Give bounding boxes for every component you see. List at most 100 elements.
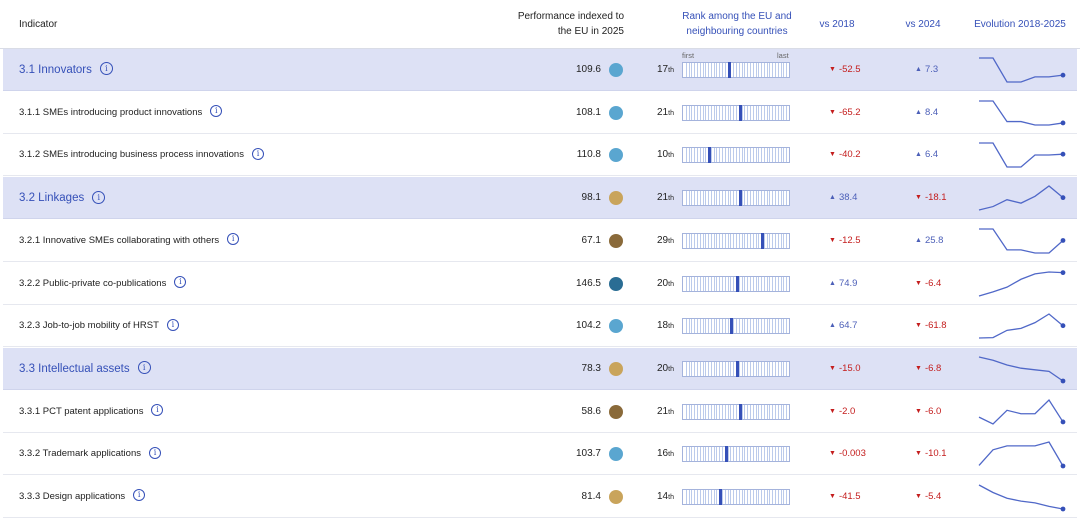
rank-number: 20 xyxy=(657,362,669,374)
indicator-group-row[interactable]: 3.3 Intellectual assets i 78.3 20th ▼ -15.0 ▼ -… xyxy=(3,347,1077,390)
rank-tick xyxy=(705,490,707,504)
rank-bar xyxy=(682,190,790,207)
rank-tick xyxy=(747,490,749,504)
indicator-row[interactable]: 3.2.3 Job-to-job mobility of HRST i 104.2 1… xyxy=(3,305,1077,348)
info-icon[interactable]: i xyxy=(166,318,179,331)
rank-tick xyxy=(749,148,751,163)
indicator-label: 3.3.3 Design applications xyxy=(19,491,126,502)
rank-tick xyxy=(727,319,729,334)
arrow-down-icon: ▼ xyxy=(829,364,836,372)
header-vs-2024[interactable]: vs 2024 xyxy=(905,19,941,30)
rank-tick xyxy=(736,490,737,504)
arrow-down-icon: ▼ xyxy=(829,236,836,244)
rank-tick xyxy=(761,490,763,504)
rank-tick xyxy=(722,490,724,504)
indicator-row[interactable]: 3.3.3 Design applications i 81.4 14th ▼ -41.5… xyxy=(3,476,1077,518)
info-icon[interactable]: i xyxy=(227,233,240,246)
sparkline-end-dot xyxy=(1060,506,1066,512)
rank-tick xyxy=(688,63,690,77)
rank-tick xyxy=(763,404,765,419)
indicator-label[interactable]: 3.2 Linkages xyxy=(19,192,85,205)
rank-value: 21th xyxy=(657,391,674,433)
indicator-row[interactable]: 3.3.2 Trademark applications i 103.7 16th ▼ -… xyxy=(3,433,1077,476)
rank-tick xyxy=(761,63,763,77)
rank-tick xyxy=(749,404,751,419)
indicator-label[interactable]: 3.1 Innovators xyxy=(19,64,92,76)
info-icon[interactable]: i xyxy=(99,62,113,76)
rank-tick xyxy=(755,63,757,77)
rank-tick xyxy=(783,276,785,291)
info-icon[interactable]: i xyxy=(92,190,106,204)
rank-tick xyxy=(694,404,696,419)
rank-tick xyxy=(722,233,724,248)
rank-tick xyxy=(772,276,774,291)
arrow-up-icon: ▲ xyxy=(915,151,922,159)
rank-tick xyxy=(769,319,771,334)
rank-tick xyxy=(699,105,701,120)
header-performance[interactable]: Performance indexed to the EU in 2025 xyxy=(496,9,624,39)
rank-scale-last-label: last xyxy=(777,51,789,60)
indicator-row[interactable]: 3.1.1 SMEs introducing product innovatio… xyxy=(3,92,1077,134)
rank-tick xyxy=(699,319,701,334)
rank-tick xyxy=(716,319,718,334)
sparkline-end-dot xyxy=(1060,152,1066,157)
rank-tick xyxy=(744,361,746,376)
arrow-down-icon: ▼ xyxy=(829,66,836,73)
rank-tick xyxy=(702,63,704,77)
rank-tick xyxy=(710,233,712,248)
performance-value: 110.8 xyxy=(576,149,601,161)
indicator-name: 3.2.1 Innovative SMEs collaborating with… xyxy=(19,220,240,262)
indicator-row[interactable]: 3.2.1 Innovative SMEs collaborating with… xyxy=(3,220,1077,262)
rank-tick xyxy=(724,490,726,504)
header-rank-line1: Rank among the EU and xyxy=(682,11,792,22)
indicator-name: 3.3.3 Design applications i xyxy=(19,476,146,518)
change-value: -18.1 xyxy=(924,192,947,204)
rank-tick xyxy=(783,191,785,206)
arrow-up-icon: ▲ xyxy=(829,194,836,202)
rank-tick xyxy=(763,233,765,248)
table-header: Indicator Performance indexed to the EU … xyxy=(0,0,1080,49)
info-icon[interactable]: i xyxy=(210,105,223,118)
rank-tick xyxy=(780,276,782,291)
header-rank[interactable]: Rank among the EU and neighbouring count… xyxy=(674,9,800,39)
header-indicator[interactable]: Indicator xyxy=(19,19,58,30)
rank-tick xyxy=(755,276,757,291)
rank-tick xyxy=(719,63,721,77)
rank-tick xyxy=(722,404,724,419)
header-vs-2018[interactable]: vs 2018 xyxy=(819,19,855,30)
info-icon[interactable]: i xyxy=(174,275,187,288)
indicator-label[interactable]: 3.3 Intellectual assets xyxy=(19,362,130,375)
rank-tick xyxy=(755,490,757,504)
rank-tick xyxy=(699,490,701,504)
info-icon[interactable]: i xyxy=(251,147,264,160)
indicator-group-row[interactable]: 3.2 Linkages i 98.1 21th ▲ 38.4 ▼ -18.1 xyxy=(3,177,1077,220)
rank-tick xyxy=(716,148,718,163)
info-icon[interactable]: i xyxy=(148,446,161,459)
rank-tick xyxy=(688,490,690,504)
rank-tick xyxy=(691,148,693,163)
header-evolution[interactable]: Evolution 2018-2025 xyxy=(974,19,1066,30)
performance-value: 103.7 xyxy=(575,448,601,460)
rank-tick xyxy=(755,148,757,163)
change-vs-2018: ▼ -12.5 xyxy=(829,220,861,262)
change-value: -6.8 xyxy=(924,362,942,374)
rank-tick xyxy=(713,319,715,334)
rank-tick xyxy=(766,191,768,206)
indicator-group-row[interactable]: 3.1 Innovators i 109.6 17th first last ▼ -52.5 ▲… xyxy=(3,49,1077,91)
rank-tick xyxy=(777,361,779,376)
rank-value: 14th xyxy=(657,476,674,518)
rank-tick xyxy=(724,404,726,419)
rank-tick xyxy=(769,148,771,163)
indicator-row[interactable]: 3.3.1 PCT patent applications i 58.6 21th ▼ -… xyxy=(3,391,1077,433)
evolution-sparkline xyxy=(979,100,1066,126)
indicator-row[interactable]: 3.1.2 SMEs introducing business process … xyxy=(3,134,1077,177)
info-icon[interactable]: i xyxy=(133,489,146,502)
info-icon[interactable]: i xyxy=(151,404,164,417)
rank-tick xyxy=(710,63,712,77)
rank-tick xyxy=(766,148,768,163)
indicator-row[interactable]: 3.2.2 Public-private co-publications i 146… xyxy=(3,263,1077,305)
arrow-down-icon: ▼ xyxy=(829,450,836,458)
rank-tick xyxy=(752,361,754,376)
info-icon[interactable]: i xyxy=(137,361,151,375)
rank-tick xyxy=(738,361,740,376)
